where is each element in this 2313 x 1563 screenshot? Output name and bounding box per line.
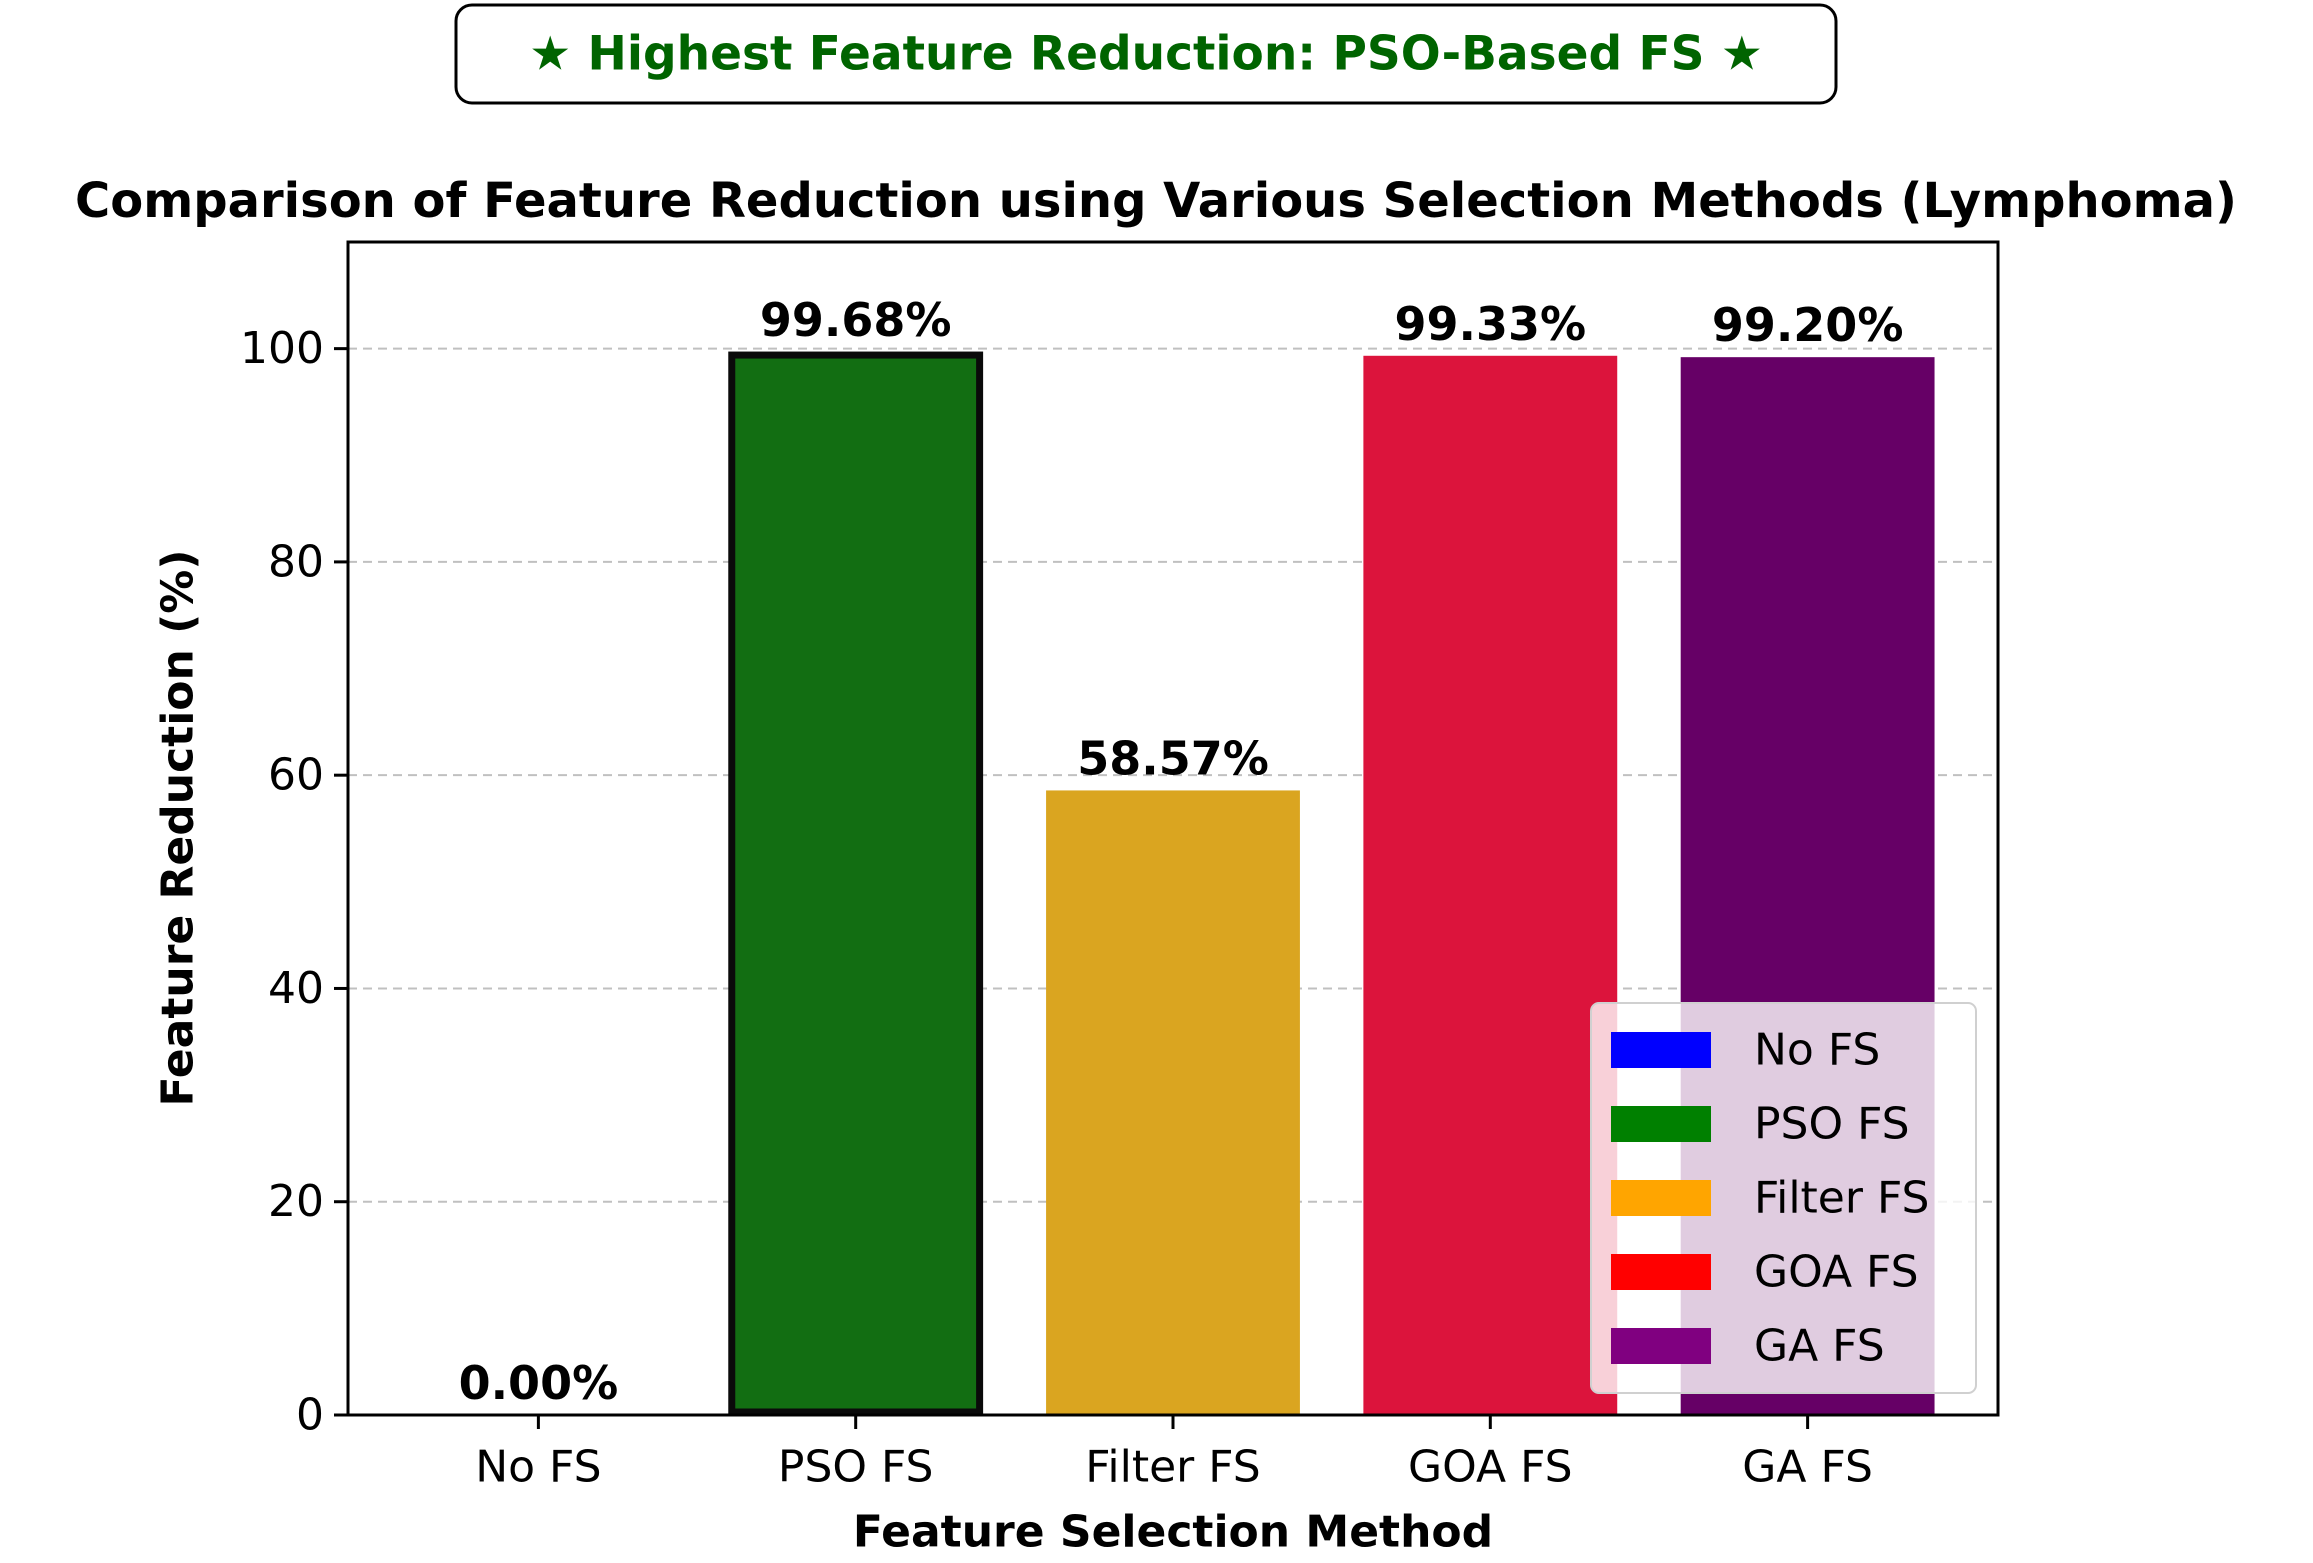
value-label: 99.33%	[1395, 297, 1587, 351]
legend-swatch	[1611, 1032, 1711, 1068]
x-tick-label: Filter FS	[1085, 1442, 1260, 1493]
y-tick-label: 100	[240, 323, 324, 374]
legend-label: GOA FS	[1754, 1247, 1919, 1298]
x-tick-label: No FS	[475, 1442, 601, 1493]
bar-goa-fs	[1363, 355, 1618, 1415]
legend-label: No FS	[1754, 1025, 1880, 1076]
x-tick-label: GA FS	[1742, 1442, 1873, 1493]
y-tick-label: 40	[268, 963, 324, 1014]
value-labels: 0.00% 99.68% 58.57% 99.33% 99.20%	[459, 293, 1904, 1410]
bar-filter-fs	[1046, 790, 1300, 1415]
x-axis-label: Feature Selection Method	[853, 1507, 1493, 1558]
y-axis: 0 20 40 60 80 100	[240, 323, 348, 1441]
y-axis-label: Feature Reduction (%)	[153, 550, 204, 1107]
bar-pso-fs	[728, 351, 984, 1416]
chart-title: Comparison of Feature Reduction using Va…	[75, 173, 2237, 229]
legend-label: Filter FS	[1754, 1173, 1929, 1224]
legend-label: GA FS	[1754, 1321, 1885, 1372]
legend-label: PSO FS	[1754, 1099, 1910, 1150]
y-tick-label: 20	[268, 1176, 324, 1227]
y-tick-label: 0	[296, 1390, 324, 1441]
x-tick-label: PSO FS	[778, 1442, 934, 1493]
legend-box	[1590, 1002, 1977, 1394]
banner-box	[454, 3, 1838, 105]
banner: ★ Highest Feature Reduction: PSO-Based F…	[454, 3, 1838, 105]
legend-swatch	[1611, 1180, 1711, 1216]
value-label: 58.57%	[1077, 731, 1269, 785]
y-tick-label: 80	[268, 536, 324, 587]
banner-text: ★ Highest Feature Reduction: PSO-Based F…	[529, 27, 1763, 82]
legend: No FS PSO FS Filter FS GOA FS GA FS	[1590, 1002, 1977, 1394]
legend-swatch	[1611, 1106, 1711, 1142]
legend-swatch	[1611, 1328, 1711, 1364]
x-axis: No FS PSO FS Filter FS GOA FS GA FS	[475, 1415, 1873, 1493]
value-label: 99.68%	[760, 293, 952, 347]
x-tick-label: GOA FS	[1408, 1442, 1573, 1493]
legend-swatch	[1611, 1254, 1711, 1290]
value-label: 99.20%	[1712, 298, 1904, 352]
value-label: 0.00%	[459, 1356, 619, 1410]
y-tick-label: 60	[268, 750, 324, 801]
